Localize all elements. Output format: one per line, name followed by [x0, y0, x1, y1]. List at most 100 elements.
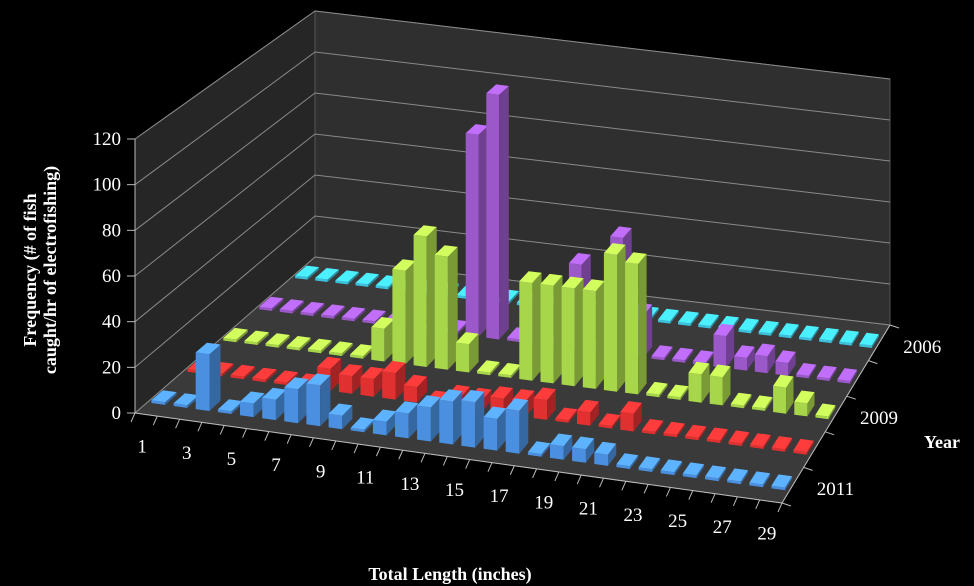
bar — [771, 474, 793, 491]
bar — [371, 317, 395, 362]
bar-side-face — [257, 332, 269, 345]
bar — [455, 332, 479, 373]
bar-top-face — [252, 367, 277, 380]
bar-front-face — [734, 356, 747, 371]
bar-side-face — [851, 331, 859, 346]
bar-top-face — [490, 386, 513, 399]
bar-front-face — [754, 354, 768, 374]
x-tick-label: 21 — [579, 499, 598, 520]
bar-side-face — [740, 470, 749, 485]
bar — [685, 424, 707, 441]
x-tick-mark — [465, 459, 471, 469]
bar-side-face — [313, 303, 325, 317]
x-axis-title: Total Length (inches) — [368, 564, 531, 585]
bar-top-face — [603, 243, 626, 255]
bar — [439, 389, 463, 445]
x-tick-mark — [509, 465, 515, 475]
bar-front-face — [657, 319, 671, 324]
bar-top-face — [641, 419, 664, 432]
bar-front-face — [738, 329, 751, 334]
depth-tick-mark — [803, 466, 813, 471]
bar-top-face — [713, 323, 735, 337]
bar-top-face — [682, 462, 705, 476]
bar — [259, 296, 284, 311]
bar-top-face — [244, 330, 269, 343]
bar-top-face — [638, 456, 661, 470]
bar-top-face — [859, 332, 879, 346]
bar — [688, 361, 710, 403]
bar-top-face — [371, 317, 395, 329]
bar-top-face — [151, 390, 177, 403]
bar-side-face — [478, 125, 489, 337]
y-axis-title-line-2: caught/hr of electrofishing) — [40, 166, 61, 374]
x-tick-mark — [442, 456, 448, 466]
bar-top-face — [568, 253, 591, 265]
bar-side-face — [655, 420, 664, 435]
bar-front-face — [678, 322, 691, 326]
bar-side-face — [482, 389, 492, 412]
bar-side-face — [608, 443, 617, 466]
bar-side-face — [541, 443, 551, 457]
bar-side-face — [299, 337, 311, 351]
bar — [773, 374, 794, 414]
bar-top-face — [498, 363, 521, 376]
bar-front-face — [417, 405, 431, 442]
bar-side-face — [763, 473, 771, 488]
bar — [300, 301, 325, 317]
bar-front-face — [455, 342, 469, 373]
bar-top-face — [734, 345, 755, 358]
bar-side-face — [612, 415, 621, 429]
bar-side-face — [511, 364, 521, 378]
bar-top-face — [512, 389, 535, 402]
bar-side-face — [368, 274, 379, 287]
bar-side-face — [497, 408, 507, 451]
bar-front-face — [663, 432, 677, 438]
bar — [230, 364, 256, 380]
y-tick-label: 80 — [102, 220, 121, 241]
bar-side-face — [850, 369, 858, 384]
bar-top-face — [300, 301, 325, 314]
x-tick-mark — [576, 474, 582, 485]
bar-front-face — [819, 339, 832, 344]
bar-top-face — [815, 403, 836, 417]
bar-top-face — [533, 387, 556, 400]
bar-front-face — [434, 254, 448, 370]
bar-top-face — [295, 265, 319, 278]
bar-top-face — [519, 271, 542, 283]
bar-top-face — [550, 433, 573, 447]
bar-top-face — [610, 226, 632, 238]
bar-side-face — [373, 368, 385, 397]
x-tick-mark — [130, 412, 136, 423]
bar-side-face — [490, 362, 500, 376]
bar-side-face — [165, 392, 177, 405]
depth-tick-mark — [846, 395, 856, 400]
bar — [338, 364, 363, 394]
bar — [667, 384, 689, 400]
bar-side-face — [791, 324, 799, 339]
bar-front-face — [582, 289, 596, 389]
bar-front-face — [561, 286, 575, 387]
bar-top-face — [455, 332, 479, 345]
bar — [360, 366, 385, 397]
bar-top-face — [709, 364, 731, 378]
x-tick-mark — [286, 434, 292, 444]
bar — [151, 390, 177, 405]
bar-side-face — [330, 358, 342, 391]
bar-side-face — [509, 291, 519, 304]
bar-top-face — [819, 327, 839, 341]
bar-side-face — [499, 86, 509, 340]
gridline — [134, 92, 891, 231]
bar-top-face — [461, 390, 485, 403]
bar — [223, 327, 248, 343]
bars — [151, 84, 879, 491]
bar — [678, 311, 699, 326]
bar — [758, 320, 779, 336]
x-tick-label: 17 — [490, 486, 509, 507]
bar-top-face — [540, 273, 563, 286]
bar — [279, 299, 304, 314]
bar-side-face — [333, 306, 345, 319]
bar-top-face — [794, 390, 815, 404]
x-tick-mark — [264, 431, 270, 441]
bar-top-face — [317, 356, 342, 369]
bar-front-face — [382, 371, 396, 400]
